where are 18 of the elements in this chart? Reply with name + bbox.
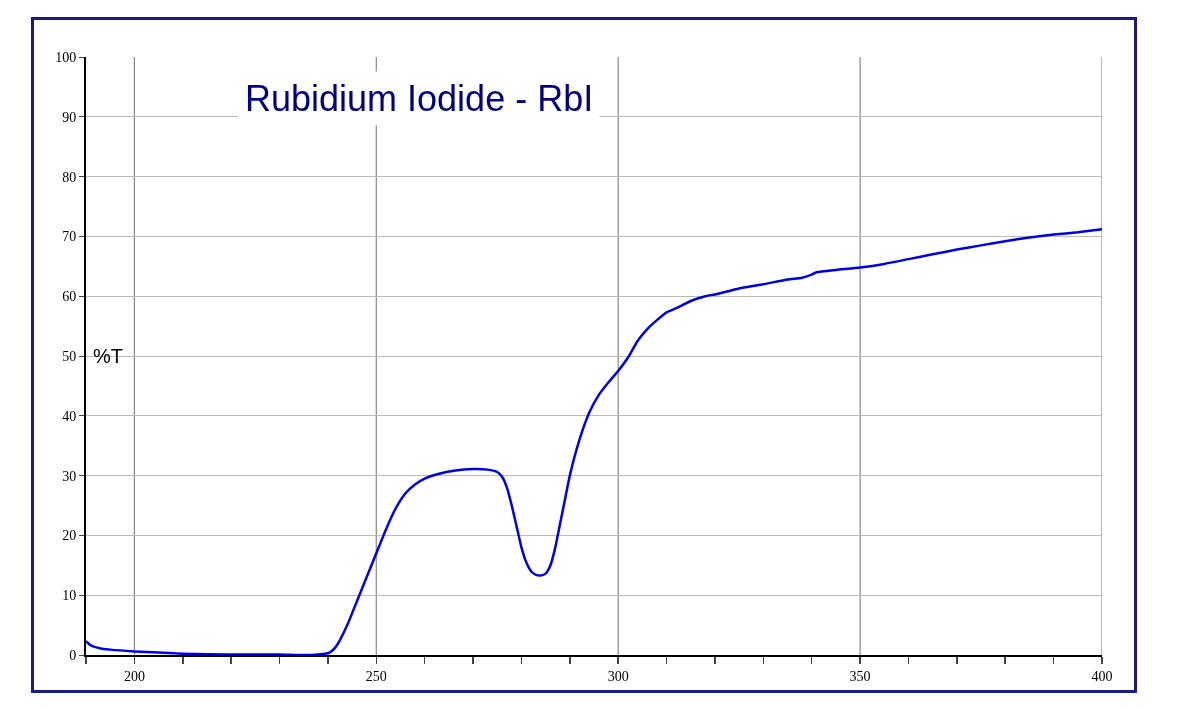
y-tick-label: 10 <box>62 588 77 604</box>
x-tick-label: 250 <box>365 668 387 684</box>
y-tick-label: 50 <box>62 348 77 364</box>
y-tick-label: 30 <box>62 468 77 484</box>
y-tick-label: 90 <box>62 109 77 125</box>
y-tick-label: 70 <box>62 229 77 245</box>
text: Rubidium Iodide - RbI <box>245 78 594 119</box>
y-tick-label: 100 <box>55 49 77 65</box>
x-tick-label: 300 <box>607 668 629 684</box>
x-tick-label: 400 <box>1091 668 1113 684</box>
y-tick-label: 80 <box>62 169 77 185</box>
y-tick-label: 20 <box>62 528 77 544</box>
y-tick-label: 0 <box>69 647 77 663</box>
y-tick-label: 40 <box>62 408 77 424</box>
y-tick-label: 60 <box>62 289 77 305</box>
x-tick-label: 200 <box>123 668 145 684</box>
y-axis-title: %T <box>93 345 123 367</box>
x-tick-label: 350 <box>849 668 871 684</box>
